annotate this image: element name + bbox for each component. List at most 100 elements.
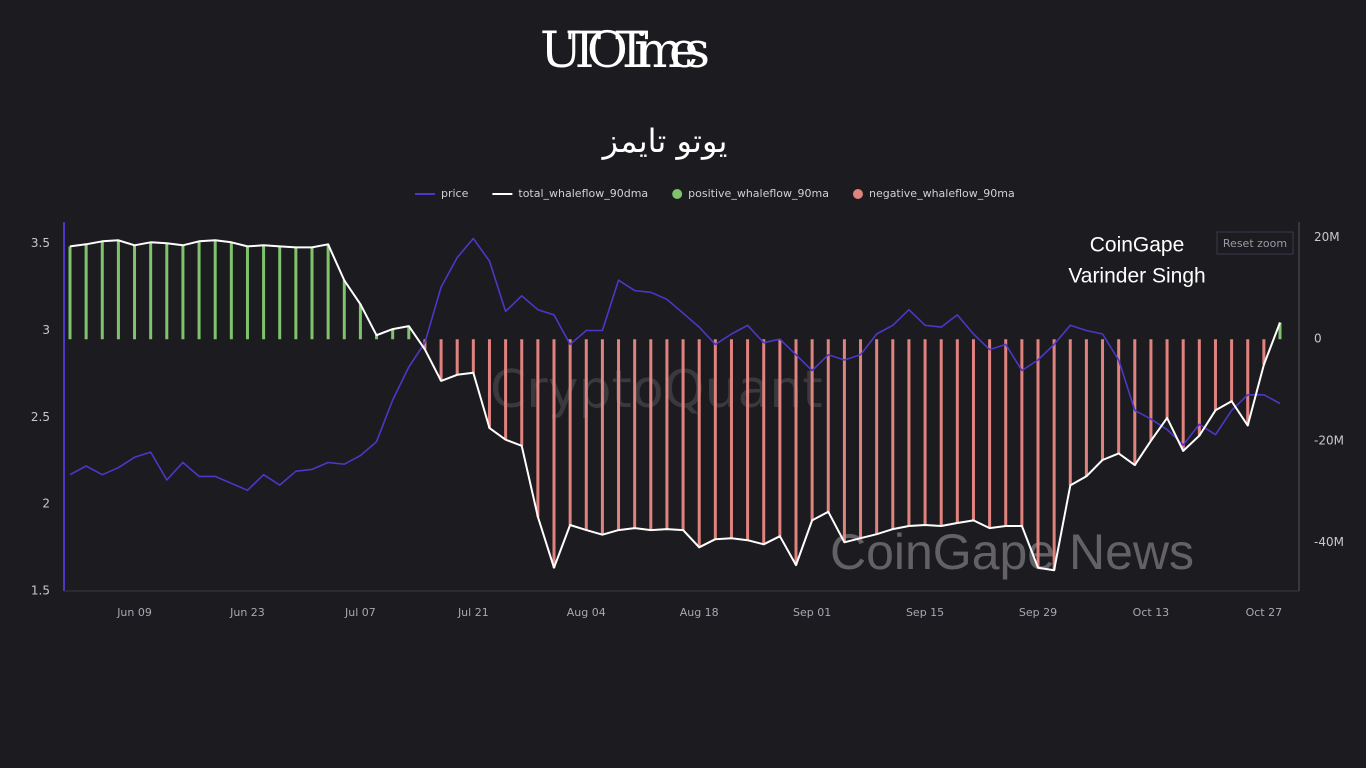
bar	[520, 339, 524, 446]
bar	[294, 247, 298, 340]
bar	[278, 246, 282, 340]
bar	[859, 339, 863, 539]
bar	[1036, 339, 1040, 568]
bar	[907, 339, 911, 527]
bar	[407, 326, 411, 340]
bar	[713, 339, 717, 540]
x-tick-label: Oct 13	[1133, 606, 1170, 619]
y2-tick-label: -20M	[1314, 433, 1344, 447]
x-tick-label: Jun 09	[116, 606, 152, 619]
bar	[197, 241, 201, 340]
x-tick-label: Aug 18	[680, 606, 719, 619]
y2-tick-label: -40M	[1314, 535, 1344, 549]
y-tick-label: 1.5	[31, 584, 50, 598]
bar	[1213, 339, 1217, 411]
bar	[358, 304, 362, 340]
bar	[245, 246, 249, 340]
bar	[826, 339, 830, 512]
bar	[1052, 339, 1056, 571]
bar	[955, 339, 959, 523]
bar	[891, 339, 895, 530]
bar	[923, 339, 927, 526]
watermark: CryptoQuant	[490, 360, 823, 420]
bar	[1278, 322, 1282, 340]
logo-subtitle: يوتو تايمز	[601, 122, 728, 160]
bar	[697, 339, 701, 548]
logo-title: UTO Times	[540, 21, 710, 79]
bar	[310, 247, 314, 340]
bar	[471, 339, 475, 373]
bar	[391, 329, 395, 340]
reset-zoom-label[interactable]: Reset zoom	[1223, 237, 1287, 250]
bar	[504, 339, 508, 440]
bar	[1020, 339, 1024, 527]
bar	[552, 339, 556, 568]
x-tick-label: Jul 07	[344, 606, 376, 619]
bar	[600, 339, 604, 535]
y-tick-label: 2.5	[31, 410, 50, 424]
x-tick-label: Oct 27	[1246, 606, 1283, 619]
bar	[439, 339, 443, 381]
bar	[1230, 339, 1234, 402]
bar	[1262, 339, 1266, 365]
bar	[326, 244, 330, 340]
bar	[342, 280, 346, 340]
bar	[116, 240, 120, 340]
legend-label[interactable]: total_whaleflow_90dma	[518, 187, 648, 200]
bar	[729, 339, 733, 539]
bar	[810, 339, 814, 521]
bar	[423, 339, 427, 350]
bar	[1004, 339, 1008, 527]
bar	[633, 339, 637, 529]
bar	[84, 244, 88, 340]
bar	[375, 335, 379, 340]
watermark: CoinGape News	[830, 524, 1194, 580]
legend-label[interactable]: price	[441, 187, 469, 200]
bar	[181, 245, 185, 340]
bar	[1133, 339, 1137, 466]
bar	[665, 339, 669, 530]
bar	[68, 246, 72, 340]
x-tick-label: Sep 29	[1019, 606, 1057, 619]
legend-label[interactable]: negative_whaleflow_90ma	[869, 187, 1015, 200]
bar	[1197, 339, 1201, 436]
legend-marker	[672, 189, 683, 199]
annotation: Varinder Singh	[1068, 265, 1205, 288]
bar	[487, 339, 491, 429]
line	[69, 239, 1281, 572]
y-tick-label: 2	[42, 497, 50, 511]
bar	[1181, 339, 1185, 451]
bar	[149, 242, 153, 340]
bar	[939, 339, 943, 527]
legend-label[interactable]: positive_whaleflow_90ma	[688, 187, 829, 200]
bar	[1084, 339, 1088, 477]
bar	[617, 339, 621, 531]
x-tick-label: Jun 23	[229, 606, 265, 619]
bar	[165, 243, 169, 340]
bar	[568, 339, 572, 526]
bar	[229, 242, 233, 340]
y2-tick-label: 20M	[1314, 230, 1340, 244]
bar	[971, 339, 975, 521]
legend-marker	[852, 189, 863, 199]
x-tick-label: Sep 15	[906, 606, 944, 619]
bar	[1165, 339, 1169, 418]
bar	[213, 240, 217, 340]
bar	[536, 339, 540, 517]
bar	[455, 339, 459, 375]
bar	[1149, 339, 1153, 441]
reset-zoom-button[interactable]	[1216, 231, 1294, 255]
x-tick-label: Aug 04	[567, 606, 606, 619]
bar	[100, 241, 104, 340]
bar	[842, 339, 846, 543]
bar	[1068, 339, 1072, 486]
bar	[778, 339, 782, 537]
bar	[649, 339, 653, 531]
x-tick-label: Jul 21	[457, 606, 489, 619]
line	[69, 237, 1281, 492]
bar	[1101, 339, 1105, 461]
bar	[1246, 339, 1250, 426]
bar	[133, 245, 137, 340]
